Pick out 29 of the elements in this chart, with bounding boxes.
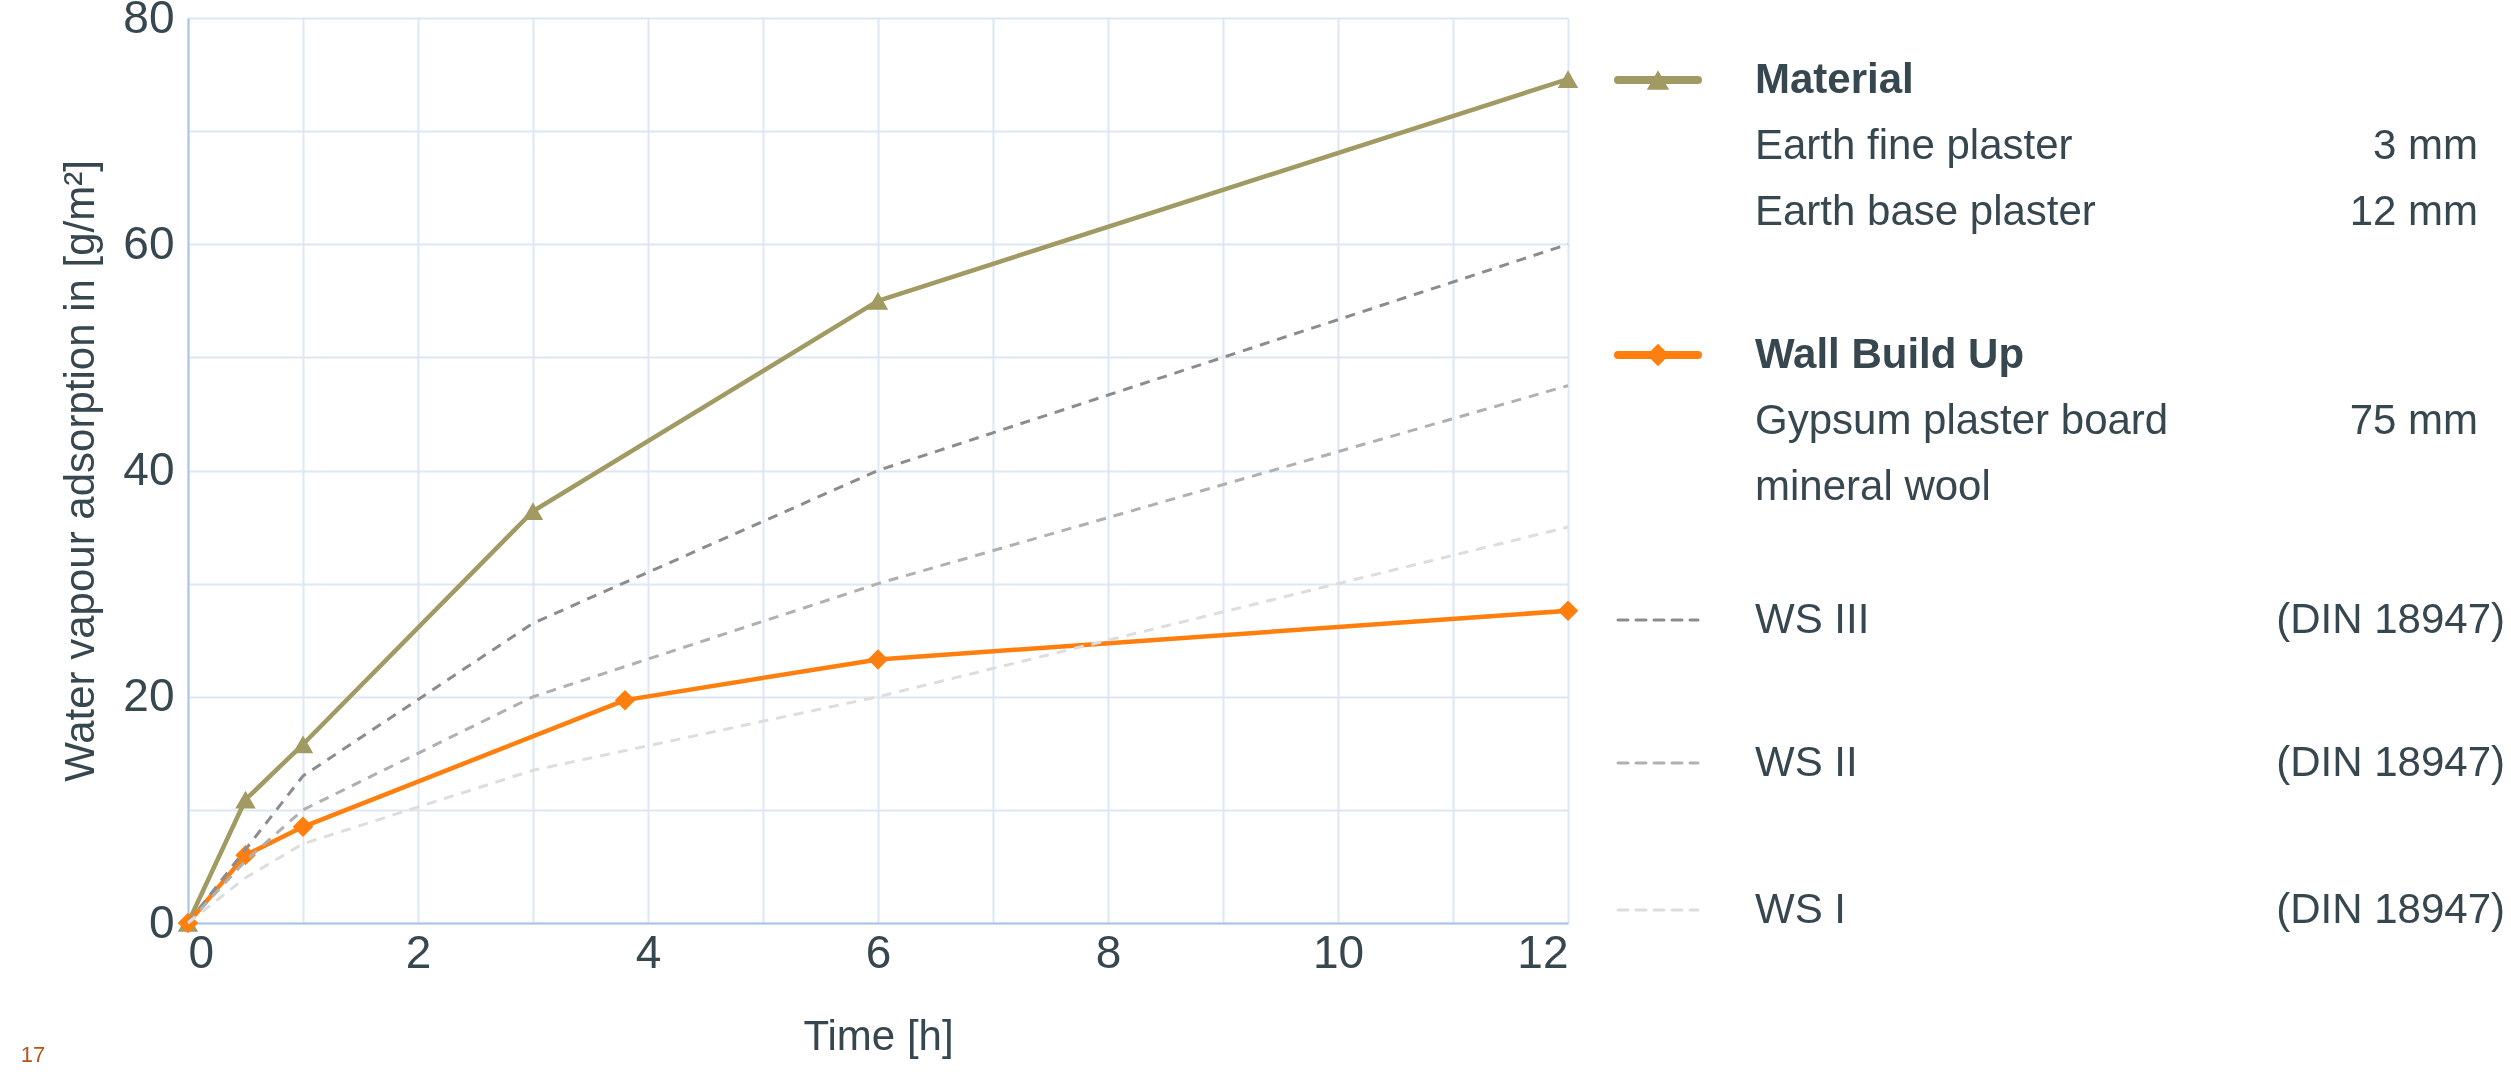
text: (DIN 18947) (2276, 885, 2505, 932)
x-tick-label: 0 (188, 925, 215, 978)
x-tick-label: 12 (1517, 925, 1569, 978)
text: Earth base plaster (1755, 187, 2096, 234)
x-tick-label: 8 (1095, 925, 1122, 978)
y-axis-title: Water vapour adsorption in [g/m²] (56, 160, 104, 782)
y-tick-label: 40 (123, 443, 175, 495)
text: (DIN 18947) (2276, 595, 2505, 642)
y-tick-label: 20 (123, 669, 175, 722)
text: (DIN 18947) (2276, 738, 2505, 785)
y-tick-label: 60 (123, 216, 175, 269)
x-axis-title: Time [h] (803, 1011, 954, 1059)
x-tick-label: 4 (635, 925, 662, 978)
y-tick-label: 80 (123, 0, 175, 43)
x-tick-label: 6 (865, 925, 892, 978)
legend-label: WS I (1755, 885, 1846, 932)
text: 75 mm (2349, 396, 2478, 443)
x-tick-label: 10 (1312, 925, 1365, 978)
text: 17 (20, 1042, 46, 1067)
text: Gypsum plaster board (1755, 396, 2169, 443)
text: 12 mm (2349, 187, 2478, 234)
text: 3 mm (2373, 121, 2478, 168)
text: mineral wool (1755, 462, 1991, 509)
x-tick-label: 2 (405, 925, 432, 978)
legend-label: WS II (1755, 738, 1858, 785)
legend-label: WS III (1755, 595, 1870, 642)
legend-label: Material (1755, 55, 1914, 102)
legend-label: Wall Build Up (1755, 330, 2025, 377)
text: Earth fine plaster (1755, 121, 2073, 168)
